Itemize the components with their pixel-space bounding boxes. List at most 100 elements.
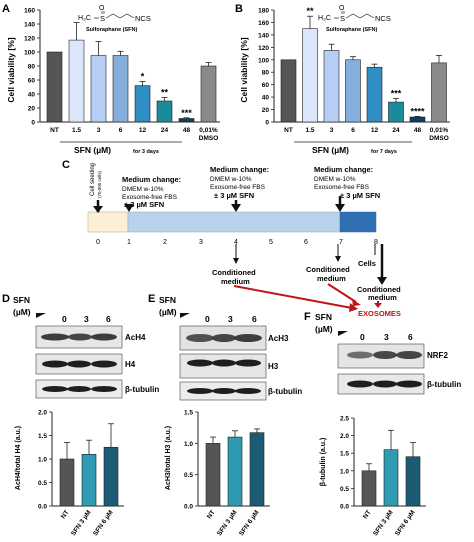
panel-e-triangle <box>180 313 190 318</box>
bar <box>81 453 97 507</box>
cell-seeding-label: Cell seeding <box>90 163 96 196</box>
panel-e-bars <box>205 428 265 507</box>
blot-label-h4: H4 <box>125 360 136 369</box>
panel-d-conc-2: 6 <box>106 314 111 324</box>
category-label: 6 <box>351 127 355 134</box>
panel-f-conc-1: 3 <box>384 332 389 342</box>
panel-d-categories: NT SFN 3 µM SFN 6 µM <box>60 509 115 537</box>
panel-d-yticks: 0.0 0.5 1.0 1.5 2.0 <box>38 410 52 511</box>
medium-label-day8: medium <box>368 293 397 302</box>
medium-label-day7: medium <box>317 274 346 283</box>
y-tick-label: 80 <box>28 64 36 71</box>
panel-a-categories: NT 1.5 3 6 12 24 48 0,01%DMSO <box>50 127 218 142</box>
category-label: 24 <box>392 127 400 134</box>
panel-d-sfn: SFN <box>13 295 30 305</box>
panel-b-mol-o: O <box>339 5 345 12</box>
panel-e-conc-0: 0 <box>205 314 210 324</box>
panel-f-conc-0: 0 <box>360 332 365 342</box>
day-label: 1 <box>127 239 131 246</box>
bar <box>156 100 173 123</box>
blot-label-ach4: AcH4 <box>125 333 146 342</box>
panel-a-molecule: H₃C S O NCS Sulforaphane (SFN) <box>78 5 151 33</box>
day-label: 2 <box>163 239 167 246</box>
medium-change-line1: DMEM w-10% <box>210 176 252 183</box>
panel-e-um: (µM) <box>159 307 177 317</box>
y-tick-label: 1.0 <box>340 468 349 475</box>
panel-d-conc-1: 3 <box>84 314 89 324</box>
medium-change-line1: DMEM w-10% <box>314 176 356 183</box>
panel-b-mol-left: H₃C <box>318 15 331 22</box>
day-label: 6 <box>304 239 308 246</box>
medium-change-line2: Exosome-free FBS <box>210 184 266 191</box>
y-tick-label: 0.0 <box>340 504 349 511</box>
medium-change-title: Medium change: <box>314 165 373 174</box>
y-tick-label: 20 <box>28 106 36 113</box>
bar <box>409 116 426 123</box>
y-tick-label: 120 <box>258 45 269 52</box>
timeline-segment-day8 <box>339 211 377 233</box>
panel-e-letter: E <box>148 293 155 305</box>
category-label: NT <box>362 509 373 520</box>
significance-label: * <box>141 71 145 81</box>
bar <box>205 443 221 507</box>
panel-a-xlabel-suffix: for 3 days <box>133 149 159 155</box>
y-tick-label: 120 <box>24 36 35 43</box>
category-label: NT <box>50 127 59 134</box>
panel-f-letter: F <box>304 311 311 323</box>
blot-label-nrf2: NRF2 <box>427 351 448 360</box>
y-tick-label: 60 <box>262 82 270 89</box>
bar <box>361 470 377 507</box>
significance-label: ** <box>306 6 314 16</box>
y-tick-label: 140 <box>24 22 35 29</box>
category-label: 0,01% <box>199 127 218 134</box>
medium-change-sfn: ± 3 µM SFN <box>214 191 254 200</box>
blot-label-h3: H3 <box>268 362 279 371</box>
category-label: SFN 3 µM <box>70 509 93 537</box>
day-label: 4 <box>234 239 238 246</box>
panel-f: F SFN (µM) 0 3 6 NRF2 β-tubulin β-tubuli… <box>304 311 461 537</box>
panel-b-ylabel: Cell viability [%] <box>239 37 249 102</box>
panel-a: A Cell viability [%] 0 20 40 60 80 100 120 140 1… <box>2 3 220 155</box>
bar <box>112 55 129 123</box>
bar <box>405 456 421 507</box>
panel-a-mol-left: H₃C <box>78 15 91 22</box>
y-tick-label: 0 <box>265 120 269 127</box>
y-tick-label: 1.0 <box>184 441 193 448</box>
bar <box>200 65 217 123</box>
panel-d-bars <box>59 423 119 507</box>
day-label: 7 <box>339 239 343 246</box>
cell-seeding-sub: (70,000 cells) <box>97 170 102 198</box>
exosomes-label: EXOSOMES <box>358 309 401 318</box>
panel-a-letter: A <box>2 3 10 15</box>
category-label: NT <box>284 127 293 134</box>
panel-a-yticks: 0 20 40 60 80 100 120 140 160 <box>24 8 40 127</box>
y-tick-label: 0.5 <box>340 486 349 493</box>
medium-change-day1: Medium change: DMEM w-10% Exosome-free F… <box>122 175 181 212</box>
category-label: SFN 3 µM <box>372 509 395 537</box>
category-label: 1.5 <box>72 127 81 134</box>
y-tick-label: 1.5 <box>340 451 349 458</box>
panel-d-triangle <box>36 313 46 318</box>
category-label: 6 <box>119 127 123 134</box>
y-tick-label: 160 <box>258 20 269 27</box>
significance-label: **** <box>410 106 425 116</box>
significance-label: *** <box>181 108 192 118</box>
panel-e-conc-1: 3 <box>228 314 233 324</box>
conditioned-label-day4: Conditioned <box>212 268 256 277</box>
panel-b-categories: NT 1.5 3 6 12 24 48 0,01%DMSO <box>284 127 449 142</box>
medium-change-line2: Exosome-free FBS <box>314 184 370 191</box>
panel-b-letter: B <box>235 3 243 15</box>
panel-b-molecule: H₃C S O NCS Sulforaphane (SFN) <box>318 5 391 33</box>
panel-d-ylabel: AcH4/total H4 (a.u.) <box>15 426 22 490</box>
bar <box>134 85 151 123</box>
y-tick-label: 1.5 <box>38 433 47 440</box>
panel-d-conc-0: 0 <box>62 314 67 324</box>
seeding-arrow-head <box>93 206 103 213</box>
y-tick-label: 40 <box>262 95 270 102</box>
bar <box>90 55 107 123</box>
panel-e-yticks: 0.0 0.5 1.0 1.5 <box>184 410 198 511</box>
category-label: SFN 6 µM <box>92 509 115 537</box>
bar <box>178 118 195 123</box>
category-label: 24 <box>161 127 169 134</box>
